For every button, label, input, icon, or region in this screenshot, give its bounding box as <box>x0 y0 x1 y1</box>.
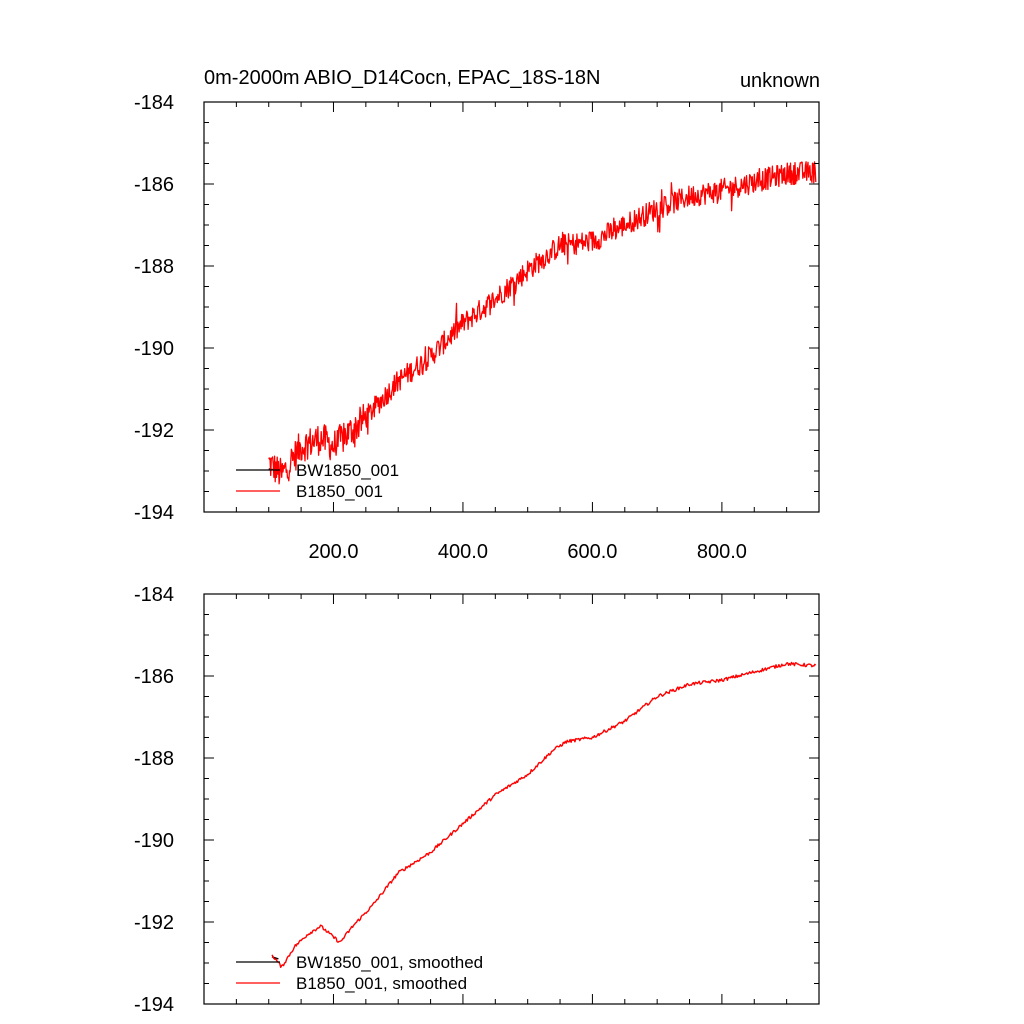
bottom-panel: -194 -192 -190 -188 -186 -184 BW1850_001, smo… <box>134 584 820 1016</box>
y-tick-label: -188 <box>134 256 174 278</box>
bottom-legend-label-bw1850: BW1850_001, smoothed <box>296 953 483 972</box>
top-panel: 0m-2000m ABIO_D14Cocn, EPAC_18S-18N unkn… <box>134 67 820 563</box>
series-line-1-1 <box>271 661 817 968</box>
bottom-legend-label-b1850: B1850_001, smoothed <box>296 974 467 993</box>
y-tick-label: -192 <box>134 420 174 442</box>
top-legend: BW1850_001 B1850_001 <box>236 461 399 501</box>
top-title-right: unknown <box>740 70 820 92</box>
y-tick-label: -190 <box>134 830 174 852</box>
top-legend-label-bw1850: BW1850_001 <box>296 461 399 480</box>
top-legend-label-b1850: B1850_001 <box>296 482 383 501</box>
y-tick-label: -186 <box>134 666 174 688</box>
y-tick-label: -194 <box>134 502 174 524</box>
y-tick-label: -190 <box>134 338 174 360</box>
top-title-left: 0m-2000m ABIO_D14Cocn, EPAC_18S-18N <box>204 67 601 89</box>
y-tick-label: -184 <box>134 92 174 114</box>
bottom-legend: BW1850_001, smoothed B1850_001, smoothed <box>236 953 483 993</box>
x-tick-label: 800.0 <box>697 541 747 563</box>
y-tick-label: -188 <box>134 748 174 770</box>
series-line-0-1 <box>268 161 817 485</box>
x-tick-label: 600.0 <box>567 541 617 563</box>
bottom-plot-frame <box>203 593 820 1005</box>
x-tick-label: 200.0 <box>308 541 358 563</box>
y-tick-label: -186 <box>134 174 174 196</box>
y-tick-label: -184 <box>134 584 174 606</box>
top-plot-frame <box>203 101 820 513</box>
x-tick-label: 400.0 <box>438 541 488 563</box>
y-tick-label: -194 <box>134 994 174 1016</box>
y-tick-label: -192 <box>134 912 174 934</box>
